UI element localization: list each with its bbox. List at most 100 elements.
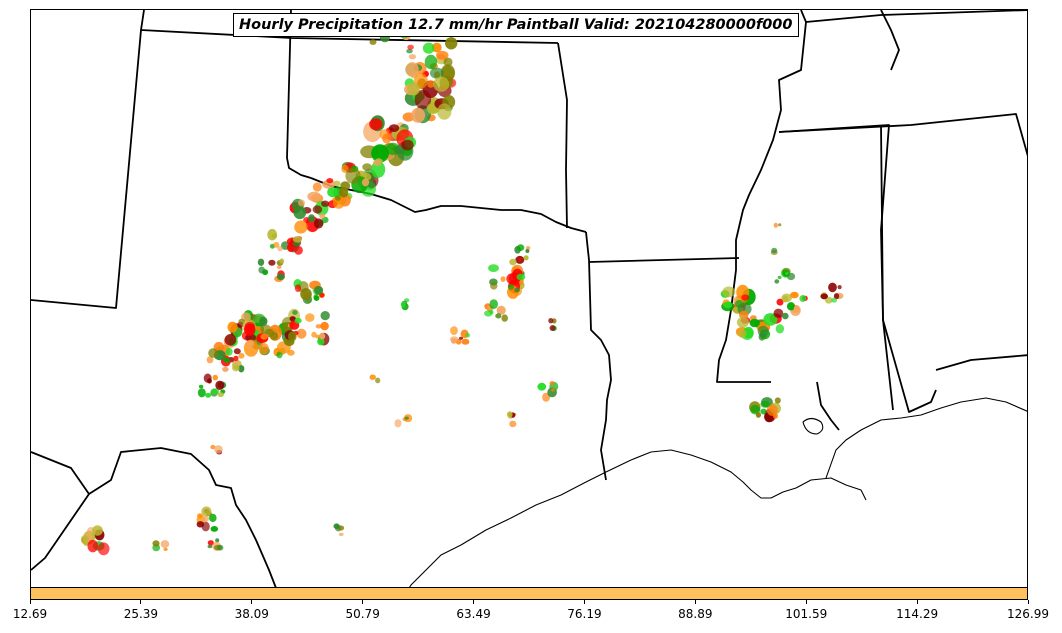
paintball-blob <box>293 206 307 220</box>
paintball-blob <box>496 305 506 315</box>
paintball-blob <box>388 124 400 132</box>
paintball-blob <box>245 333 257 342</box>
paintball-blob <box>407 82 420 96</box>
paintball-blob <box>292 236 302 243</box>
paintball-blob <box>369 39 377 45</box>
paintball-blob <box>258 266 265 274</box>
paintball-blob <box>490 282 498 290</box>
paintball-blob <box>371 144 389 163</box>
paintball-blob <box>778 223 782 227</box>
paintball-blob <box>461 338 470 345</box>
paintball-blob <box>362 163 372 171</box>
boundary-mississippi-river <box>716 10 807 383</box>
paintball-blob <box>217 544 224 551</box>
paintball-blob <box>233 360 240 366</box>
paintball-blob <box>327 187 339 198</box>
paintball-blob <box>319 332 326 340</box>
paintball-blob <box>305 313 315 322</box>
paintball-blob <box>197 513 203 519</box>
paintball-blob <box>207 544 213 549</box>
paintball-blob <box>437 103 452 120</box>
paintball-blob <box>338 532 344 537</box>
paintball-blob <box>315 324 322 329</box>
paintball-blob <box>232 364 240 372</box>
paintball-blob <box>268 259 276 266</box>
boundary-ar-la <box>585 231 612 481</box>
boundary-rio-grande <box>88 447 280 599</box>
paintball-blob <box>509 258 517 266</box>
paintball-blob <box>431 42 442 53</box>
colorbar-tick-label: 50.79 <box>345 607 380 621</box>
paintball-blob <box>771 247 778 254</box>
paintball-blob <box>394 419 402 428</box>
paintball-blob <box>276 265 282 269</box>
boundary-la-north <box>588 257 740 263</box>
paintball-blob <box>326 178 334 184</box>
paintball-blob <box>163 547 168 551</box>
paintball-blob <box>259 316 268 327</box>
paintball-blob <box>210 526 219 532</box>
boundary-tennessee <box>778 113 1027 157</box>
paintball-blob <box>288 331 297 342</box>
paintball-blob <box>223 357 231 363</box>
paintball-blob <box>315 334 321 339</box>
paintball-blob <box>307 191 322 202</box>
paintball-blob <box>401 139 414 151</box>
paintball-blob <box>766 404 778 416</box>
boundary-colorado-north <box>140 10 559 44</box>
paintball-blob <box>781 293 792 303</box>
colorbar-tick-mark <box>1027 600 1029 604</box>
paintball-blob <box>738 310 749 319</box>
paintball-blob <box>424 54 438 70</box>
paintball-blob <box>507 284 514 290</box>
paintball-blob <box>404 416 409 420</box>
paintball-blob <box>297 199 306 207</box>
paintball-blob <box>400 301 406 308</box>
paintball-blob <box>244 323 256 337</box>
paintball-blob <box>227 321 238 333</box>
paintball-blob <box>445 37 458 50</box>
colorbar-tick-mark <box>362 600 364 604</box>
paintball-blob <box>749 318 760 328</box>
colorbar-tick-label: 114.29 <box>896 607 939 621</box>
paintball-blob <box>207 378 212 384</box>
paintball-blob <box>429 67 444 79</box>
paintball-blob <box>214 445 223 454</box>
colorbar-tick-label: 76.19 <box>567 607 602 621</box>
coast-texas <box>401 449 867 599</box>
paintball-blob <box>259 343 269 355</box>
paintball-blob <box>313 218 324 229</box>
paintball-blob <box>436 50 449 60</box>
boundary-texas-nm-2 <box>31 493 90 571</box>
boundary-oklahoma-north <box>286 10 312 179</box>
paintball-blob <box>207 540 214 546</box>
paintball-blob <box>755 412 762 418</box>
colorbar-tick-mark <box>805 600 807 604</box>
paintball-blob <box>276 351 283 359</box>
paintball-blob <box>786 272 796 281</box>
paintball-blob <box>525 249 530 253</box>
paintball-blob <box>212 374 218 381</box>
paintball-blob <box>537 382 547 391</box>
paintball-blob <box>757 325 769 337</box>
paintball-blob <box>450 326 458 336</box>
paintball-blob <box>495 313 502 319</box>
paintball-blob <box>382 133 392 144</box>
paintball-blob <box>289 316 296 322</box>
colorbar-tick-label: 101.59 <box>785 607 828 621</box>
paintball-blob <box>433 76 450 92</box>
paintball-blob <box>459 336 463 340</box>
paintball-blob <box>209 513 217 523</box>
boundary-texas-nm <box>31 451 90 495</box>
paintball-blob <box>208 348 218 358</box>
paintball-blob <box>238 365 245 373</box>
paintball-blob <box>422 42 435 54</box>
paintball-blob <box>224 334 237 346</box>
boundary-ms-south <box>816 381 840 431</box>
paintball-blob <box>777 275 782 280</box>
paintball-blob <box>296 328 307 339</box>
paintball-blob <box>201 506 212 517</box>
paintball-blob <box>152 540 160 547</box>
paintball-blob <box>427 80 435 88</box>
paintball-blob <box>287 243 295 253</box>
